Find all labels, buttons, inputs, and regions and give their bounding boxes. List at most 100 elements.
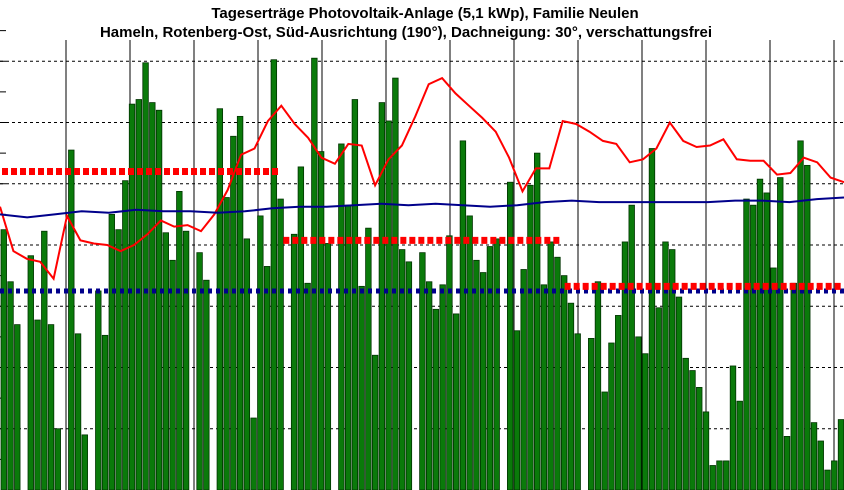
bar (311, 57, 318, 490)
bar (810, 422, 818, 490)
bar (0, 229, 7, 490)
bar (196, 252, 203, 490)
bar (709, 465, 716, 490)
bar (203, 279, 210, 490)
bar (615, 315, 622, 490)
bar (128, 103, 136, 490)
bar (561, 275, 568, 490)
bar (419, 252, 426, 490)
bar (297, 166, 305, 490)
bar (378, 102, 386, 490)
bar (351, 99, 359, 490)
bar (135, 99, 142, 490)
bar (432, 308, 440, 490)
bar (689, 370, 696, 490)
bar (574, 333, 581, 490)
bar (642, 353, 649, 490)
bar (804, 164, 811, 490)
bar (696, 387, 703, 490)
bar (338, 143, 345, 490)
bar (41, 230, 48, 490)
bar (783, 436, 791, 490)
bar (176, 191, 183, 490)
bar (540, 284, 548, 490)
bar (736, 400, 743, 490)
bar (662, 241, 669, 490)
bar (371, 354, 379, 490)
bar (763, 192, 770, 490)
bar (554, 256, 561, 490)
bar (277, 198, 284, 490)
bar (257, 215, 264, 490)
bar (750, 204, 757, 490)
bar (122, 180, 129, 490)
bar (682, 357, 689, 490)
bar (34, 319, 41, 490)
bar (567, 302, 575, 490)
bar (743, 198, 750, 490)
bar (729, 365, 737, 490)
bar (162, 232, 170, 490)
bar (324, 243, 332, 490)
bar (108, 213, 115, 490)
bar (81, 434, 88, 490)
bar (439, 284, 446, 490)
bar (101, 334, 109, 490)
bar (149, 102, 156, 490)
bar (290, 233, 298, 490)
bar (317, 151, 325, 490)
bar (169, 259, 176, 490)
bar (263, 266, 271, 490)
bar (236, 115, 244, 490)
bar (54, 428, 61, 490)
bar (601, 391, 608, 490)
bar (405, 261, 413, 490)
bar (675, 296, 683, 490)
long-term-average-line (0, 196, 844, 219)
bars (0, 57, 844, 490)
bar (479, 272, 487, 490)
chart-subtitle: Hameln, Rotenberg-Ost, Süd-Ausrichtung (… (100, 24, 712, 41)
bar (216, 108, 224, 490)
bar (527, 184, 534, 490)
bar (95, 290, 102, 490)
bar (14, 324, 21, 490)
bar (398, 249, 406, 490)
bar (182, 230, 190, 490)
bar (385, 120, 392, 490)
bar (115, 229, 122, 490)
bar (621, 241, 629, 490)
bar (588, 338, 595, 490)
lines (0, 76, 844, 294)
bar (223, 197, 230, 490)
bar (797, 140, 804, 490)
bar (831, 460, 838, 490)
bar (358, 285, 365, 490)
bar (486, 246, 494, 490)
bar (534, 152, 541, 490)
bar (74, 333, 82, 490)
bar (7, 281, 14, 490)
bar (142, 62, 149, 490)
bar (777, 177, 784, 490)
bar (513, 330, 521, 490)
bar (756, 178, 764, 490)
bar (608, 342, 615, 490)
bar (790, 282, 797, 490)
chart-title: Tageserträge Photovoltaik-Anlage (5,1 kW… (211, 5, 638, 22)
bar (837, 419, 844, 490)
bar (466, 215, 473, 490)
bar (669, 249, 676, 490)
bar (365, 227, 372, 490)
bar (230, 135, 237, 490)
bar (243, 238, 251, 490)
bar (446, 235, 453, 490)
bar (473, 259, 480, 490)
bar (648, 148, 656, 490)
bar (520, 269, 527, 490)
bar (27, 255, 34, 490)
bar (270, 59, 278, 490)
bar (459, 140, 467, 490)
bar (304, 282, 311, 490)
